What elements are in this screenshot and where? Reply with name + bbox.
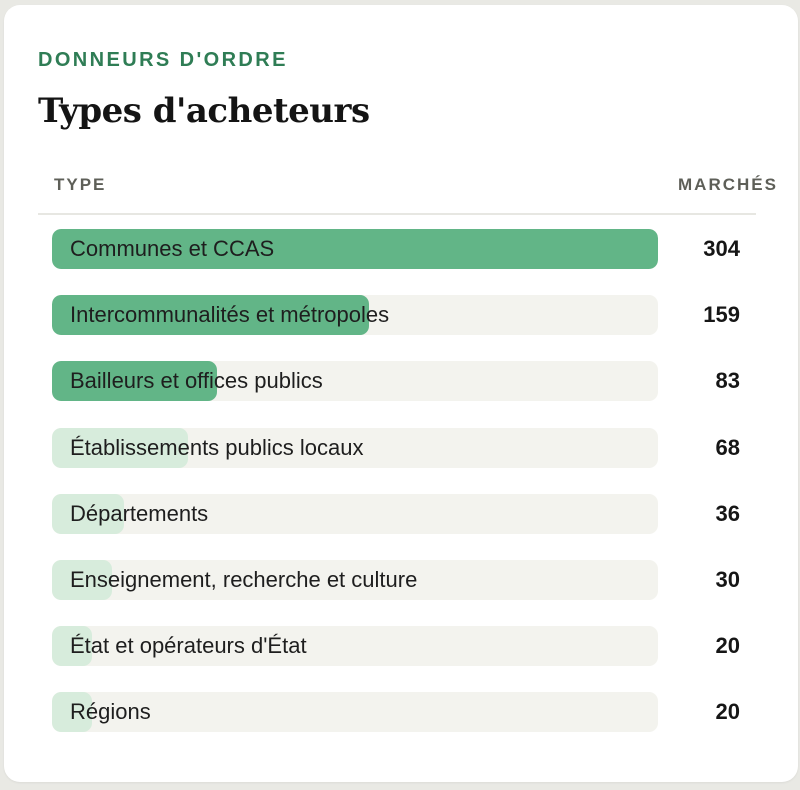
bar-track bbox=[52, 626, 658, 666]
column-header-type: TYPE bbox=[54, 175, 107, 194]
bar-fill bbox=[52, 626, 92, 666]
column-header-count: MARCHÉS bbox=[678, 175, 778, 194]
bar-label: Intercommunalités et métropoles bbox=[70, 302, 390, 327]
header-divider bbox=[38, 213, 756, 215]
bar-value: 304 bbox=[703, 236, 740, 261]
bar-fill bbox=[52, 692, 92, 732]
bar-value: 20 bbox=[715, 699, 740, 724]
bar-value: 36 bbox=[715, 501, 740, 526]
bar-fill bbox=[52, 428, 188, 468]
bar-label: Départements bbox=[70, 501, 209, 526]
bar-value: 159 bbox=[703, 302, 740, 327]
bar-value: 83 bbox=[715, 368, 740, 393]
bar-track bbox=[52, 361, 658, 401]
bar-value: 68 bbox=[715, 435, 740, 460]
bar-row: Enseignement, recherche et culture 30 bbox=[52, 560, 752, 600]
bar-fill bbox=[52, 361, 218, 401]
bar-label: Communes et CCAS bbox=[70, 236, 275, 261]
bar-row: Régions 20 bbox=[52, 692, 752, 732]
bar-track bbox=[52, 494, 658, 534]
bar-track bbox=[52, 229, 658, 269]
card-title: Types d'acheteurs bbox=[38, 91, 370, 131]
bar-fill bbox=[52, 560, 112, 600]
bar-track bbox=[52, 560, 658, 600]
bar-fill bbox=[52, 295, 369, 335]
bar-label: Enseignement, recherche et culture bbox=[70, 567, 418, 592]
section-eyebrow: DONNEURS D'ORDRE bbox=[38, 49, 288, 71]
bar-label: Régions bbox=[70, 699, 151, 724]
bar-row: Bailleurs et offices publics 83 bbox=[52, 361, 752, 401]
bar-track bbox=[52, 428, 658, 468]
bar-row: Établissements publics locaux 68 bbox=[52, 428, 752, 468]
bar-row: Communes et CCAS 304 bbox=[52, 229, 752, 269]
bar-row: Départements 36 bbox=[52, 494, 752, 534]
bar-value: 30 bbox=[715, 567, 740, 592]
bar-track bbox=[52, 692, 658, 732]
bar-label: État et opérateurs d'État bbox=[70, 633, 307, 658]
bar-track bbox=[52, 295, 658, 335]
bar-row: État et opérateurs d'État 20 bbox=[52, 626, 752, 666]
bar-fill bbox=[52, 229, 658, 269]
bar-fill bbox=[52, 494, 124, 534]
bar-label: Bailleurs et offices publics bbox=[70, 368, 323, 393]
bar-value: 20 bbox=[715, 633, 740, 658]
bar-label: Établissements publics locaux bbox=[70, 435, 364, 460]
bar-row: Intercommunalités et métropoles 159 bbox=[52, 295, 752, 335]
buyer-types-card: DONNEURS D'ORDRE Types d'acheteurs TYPE … bbox=[4, 5, 798, 782]
